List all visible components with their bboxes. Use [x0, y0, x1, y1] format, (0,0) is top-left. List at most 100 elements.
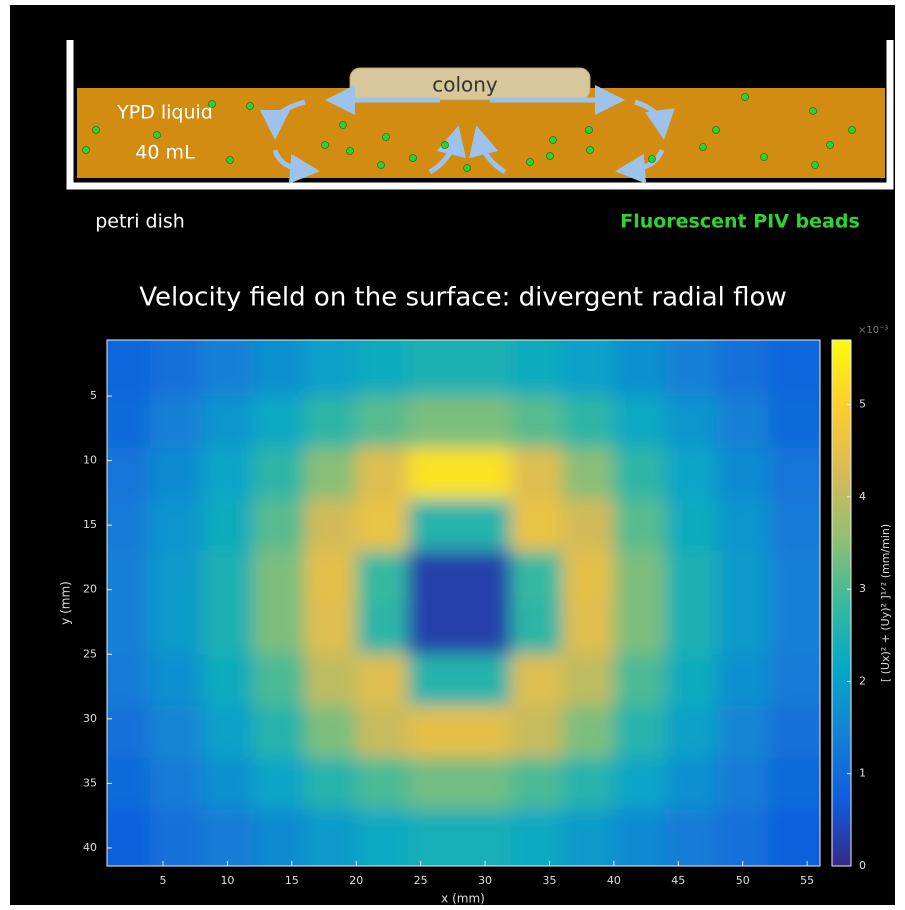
heat-cell — [614, 396, 666, 448]
heat-cell — [150, 654, 202, 706]
heat-cell — [511, 448, 563, 500]
heat-cell — [562, 551, 614, 603]
x-tick-label: 15 — [285, 874, 299, 887]
heat-cell — [459, 448, 511, 500]
heat-cell — [717, 551, 769, 603]
heat-cell — [717, 448, 769, 500]
heat-cell — [665, 706, 717, 758]
heat-cell — [150, 448, 202, 500]
heat-cell — [408, 758, 460, 810]
volume-label: 40 mL — [135, 142, 195, 164]
x-tick-label: 25 — [414, 874, 428, 887]
heat-cell — [305, 603, 357, 655]
heat-cell — [614, 758, 666, 810]
heat-cell — [202, 551, 254, 603]
heat-cell — [511, 758, 563, 810]
heat-cell — [665, 758, 717, 810]
heat-cell — [202, 603, 254, 655]
heat-cell — [150, 551, 202, 603]
heat-cell — [253, 448, 305, 500]
heat-cell — [459, 499, 511, 551]
heat-cell — [459, 654, 511, 706]
heat-cell — [614, 706, 666, 758]
y-tick-label: 25 — [83, 647, 97, 660]
heat-cell — [717, 603, 769, 655]
heat-cell — [665, 551, 717, 603]
heat-cell — [202, 448, 254, 500]
heat-cell — [511, 654, 563, 706]
heat-cell — [305, 448, 357, 500]
heat-cell — [665, 448, 717, 500]
heat-cell — [408, 603, 460, 655]
colorbar-label: [ (Ux)² + (Uy)² ]¹ᐟ² (mm/min) — [879, 524, 892, 682]
heat-cell — [253, 551, 305, 603]
colony-label: colony — [432, 73, 498, 97]
chart-title: Velocity field on the surface: divergent… — [139, 283, 786, 313]
colorbar-tick-label: 3 — [859, 582, 866, 595]
heat-cell — [562, 603, 614, 655]
heat-cell — [408, 706, 460, 758]
colorbar-tick-label: 5 — [859, 398, 866, 411]
heat-cell — [459, 706, 511, 758]
heat-cell — [150, 706, 202, 758]
heat-cell — [562, 706, 614, 758]
dish-label: petri dish — [95, 211, 185, 233]
heat-cell — [665, 396, 717, 448]
heat-cell — [614, 448, 666, 500]
x-tick-label: 40 — [607, 874, 621, 887]
heat-cell — [356, 654, 408, 706]
heat-cell — [665, 499, 717, 551]
heat-cell — [253, 603, 305, 655]
y-tick-label: 5 — [90, 389, 97, 402]
heat-cell — [356, 603, 408, 655]
heatmap — [87, 320, 841, 887]
x-tick-label: 55 — [800, 874, 814, 887]
heat-cell — [408, 499, 460, 551]
heat-cell — [562, 758, 614, 810]
heat-cell — [150, 758, 202, 810]
y-tick-label: 35 — [83, 776, 97, 789]
heat-cell — [305, 396, 357, 448]
x-tick-label: 45 — [671, 874, 685, 887]
heat-cell — [459, 758, 511, 810]
colorbar-tick-label: 4 — [859, 490, 866, 503]
heatmap-cells — [87, 320, 841, 887]
y-tick-label: 30 — [83, 712, 97, 725]
heat-cell — [408, 396, 460, 448]
heat-cell — [511, 499, 563, 551]
heat-cell — [202, 758, 254, 810]
colorbar — [832, 340, 851, 866]
y-tick-label: 40 — [83, 841, 97, 854]
heat-cell — [717, 396, 769, 448]
heat-cell — [614, 551, 666, 603]
heat-cell — [356, 706, 408, 758]
colorbar-tick-label: 1 — [859, 767, 866, 780]
colorbar-tick-label: 2 — [859, 674, 866, 687]
heat-cell — [562, 654, 614, 706]
heat-cell — [150, 603, 202, 655]
heat-cell — [253, 758, 305, 810]
x-tick-label: 20 — [349, 874, 363, 887]
heat-cell — [665, 654, 717, 706]
x-tick-label: 10 — [220, 874, 234, 887]
heat-cell — [150, 396, 202, 448]
y-axis-label: y (mm) — [59, 581, 73, 625]
colorbar-exponent: ×10⁻³ — [858, 325, 888, 336]
heat-cell — [305, 551, 357, 603]
heat-cell — [511, 551, 563, 603]
heat-cell — [202, 654, 254, 706]
heat-cell — [408, 448, 460, 500]
heat-cell — [305, 499, 357, 551]
heat-cell — [305, 654, 357, 706]
y-tick-label: 10 — [83, 454, 97, 467]
x-tick-label: 35 — [542, 874, 556, 887]
heat-cell — [717, 654, 769, 706]
heat-cell — [305, 706, 357, 758]
heat-cell — [614, 499, 666, 551]
heat-cell — [356, 396, 408, 448]
heat-cell — [717, 758, 769, 810]
heat-cell — [202, 499, 254, 551]
y-tick-label: 20 — [83, 583, 97, 596]
heat-cell — [717, 706, 769, 758]
heat-cell — [356, 448, 408, 500]
